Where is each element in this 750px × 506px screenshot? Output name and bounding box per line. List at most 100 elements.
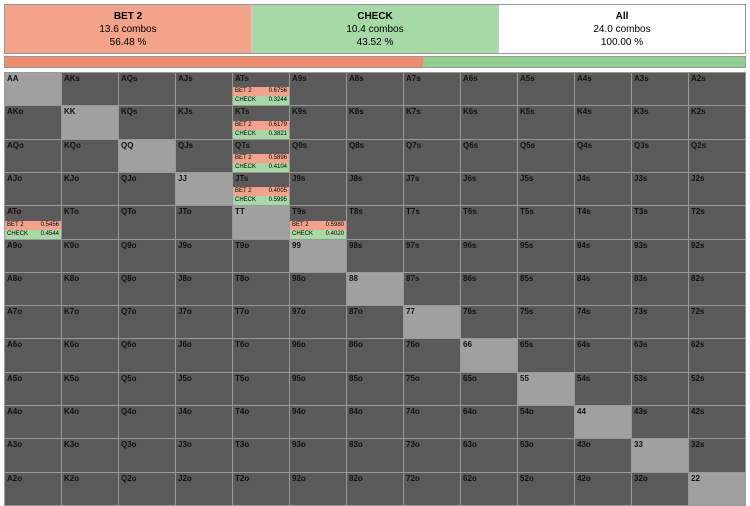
hand-cell-76o[interactable]: 76o	[404, 339, 460, 371]
hand-cell-95o[interactable]: 95o	[290, 373, 346, 405]
hand-cell-82o[interactable]: 82o	[347, 473, 403, 505]
hand-cell-73s[interactable]: 73s	[632, 306, 688, 338]
hand-cell-97o[interactable]: 97o	[290, 306, 346, 338]
hand-cell-52s[interactable]: 52s	[689, 373, 745, 405]
hand-cell-65s[interactable]: 65s	[518, 339, 574, 371]
hand-cell-A7o[interactable]: A7o	[5, 306, 61, 338]
hand-cell-T6o[interactable]: T6o	[233, 339, 289, 371]
hand-cell-54o[interactable]: 54o	[518, 406, 574, 438]
hand-cell-T5o[interactable]: T5o	[233, 373, 289, 405]
hand-cell-J9s[interactable]: J9s	[290, 173, 346, 205]
hand-cell-J5o[interactable]: J5o	[176, 373, 232, 405]
hand-cell-77[interactable]: 77	[404, 306, 460, 338]
hand-cell-99[interactable]: 99	[290, 240, 346, 272]
hand-cell-Q4o[interactable]: Q4o	[119, 406, 175, 438]
hand-cell-A9s[interactable]: A9s	[290, 73, 346, 105]
hand-cell-KJs[interactable]: KJs	[176, 106, 232, 138]
hand-cell-A4s[interactable]: A4s	[575, 73, 631, 105]
hand-grid[interactable]: AAAKsAQsAJsATsBET 20.6756CHECK0.3244A9sA…	[4, 72, 746, 506]
hand-cell-96o[interactable]: 96o	[290, 339, 346, 371]
hand-cell-J9o[interactable]: J9o	[176, 240, 232, 272]
hand-cell-98s[interactable]: 98s	[347, 240, 403, 272]
hand-cell-84s[interactable]: 84s	[575, 273, 631, 305]
hand-cell-AA[interactable]: AA	[5, 73, 61, 105]
hand-cell-J4s[interactable]: J4s	[575, 173, 631, 205]
hand-cell-93o[interactable]: 93o	[290, 439, 346, 471]
hand-cell-53o[interactable]: 53o	[518, 439, 574, 471]
hand-cell-K3o[interactable]: K3o	[62, 439, 118, 471]
hand-cell-63o[interactable]: 63o	[461, 439, 517, 471]
hand-cell-52o[interactable]: 52o	[518, 473, 574, 505]
hand-cell-87s[interactable]: 87s	[404, 273, 460, 305]
hand-cell-64o[interactable]: 64o	[461, 406, 517, 438]
hand-cell-A5o[interactable]: A5o	[5, 373, 61, 405]
hand-cell-94o[interactable]: 94o	[290, 406, 346, 438]
hand-cell-82s[interactable]: 82s	[689, 273, 745, 305]
hand-cell-93s[interactable]: 93s	[632, 240, 688, 272]
hand-cell-K3s[interactable]: K3s	[632, 106, 688, 138]
hand-cell-64s[interactable]: 64s	[575, 339, 631, 371]
hand-cell-T7o[interactable]: T7o	[233, 306, 289, 338]
hand-cell-QJo[interactable]: QJo	[119, 173, 175, 205]
hand-cell-J8o[interactable]: J8o	[176, 273, 232, 305]
hand-cell-J6o[interactable]: J6o	[176, 339, 232, 371]
hand-cell-33[interactable]: 33	[632, 439, 688, 471]
hand-cell-Q7o[interactable]: Q7o	[119, 306, 175, 338]
hand-cell-AQs[interactable]: AQs	[119, 73, 175, 105]
hand-cell-74o[interactable]: 74o	[404, 406, 460, 438]
hand-cell-62s[interactable]: 62s	[689, 339, 745, 371]
hand-cell-J3s[interactable]: J3s	[632, 173, 688, 205]
hand-cell-ATo[interactable]: AToBET 20.5456CHECK0.4544	[5, 206, 61, 238]
hand-cell-T3o[interactable]: T3o	[233, 439, 289, 471]
hand-cell-JTo[interactable]: JTo	[176, 206, 232, 238]
hand-cell-A7s[interactable]: A7s	[404, 73, 460, 105]
hand-cell-74s[interactable]: 74s	[575, 306, 631, 338]
hand-cell-J7o[interactable]: J7o	[176, 306, 232, 338]
hand-cell-K4s[interactable]: K4s	[575, 106, 631, 138]
hand-cell-K8o[interactable]: K8o	[62, 273, 118, 305]
hand-cell-86s[interactable]: 86s	[461, 273, 517, 305]
hand-cell-K9s[interactable]: K9s	[290, 106, 346, 138]
hand-cell-98o[interactable]: 98o	[290, 273, 346, 305]
hand-cell-95s[interactable]: 95s	[518, 240, 574, 272]
hand-cell-83o[interactable]: 83o	[347, 439, 403, 471]
hand-cell-55[interactable]: 55	[518, 373, 574, 405]
hand-cell-65o[interactable]: 65o	[461, 373, 517, 405]
hand-cell-KK[interactable]: KK	[62, 106, 118, 138]
hand-cell-Q3o[interactable]: Q3o	[119, 439, 175, 471]
hand-cell-A5s[interactable]: A5s	[518, 73, 574, 105]
hand-cell-TT[interactable]: TT	[233, 206, 289, 238]
hand-cell-A8o[interactable]: A8o	[5, 273, 61, 305]
hand-cell-T8o[interactable]: T8o	[233, 273, 289, 305]
hand-cell-K4o[interactable]: K4o	[62, 406, 118, 438]
hand-cell-87o[interactable]: 87o	[347, 306, 403, 338]
hand-cell-JTs[interactable]: JTsBET 20.4005CHECK0.5995	[233, 173, 289, 205]
hand-cell-AKo[interactable]: AKo	[5, 106, 61, 138]
hand-cell-A2s[interactable]: A2s	[689, 73, 745, 105]
summary-check[interactable]: CHECK 10.4 combos 43.52 %	[252, 5, 499, 53]
hand-cell-Q9s[interactable]: Q9s	[290, 140, 346, 172]
hand-cell-T9s[interactable]: T9sBET 20.5980CHECK0.4020	[290, 206, 346, 238]
hand-cell-K5s[interactable]: K5s	[518, 106, 574, 138]
hand-cell-75s[interactable]: 75s	[518, 306, 574, 338]
hand-cell-44[interactable]: 44	[575, 406, 631, 438]
hand-cell-62o[interactable]: 62o	[461, 473, 517, 505]
hand-cell-KTs[interactable]: KTsBET 20.6179CHECK0.3821	[233, 106, 289, 138]
hand-cell-K2o[interactable]: K2o	[62, 473, 118, 505]
hand-cell-A6o[interactable]: A6o	[5, 339, 61, 371]
hand-cell-Q3s[interactable]: Q3s	[632, 140, 688, 172]
hand-cell-92s[interactable]: 92s	[689, 240, 745, 272]
hand-cell-63s[interactable]: 63s	[632, 339, 688, 371]
hand-cell-97s[interactable]: 97s	[404, 240, 460, 272]
hand-cell-T5s[interactable]: T5s	[518, 206, 574, 238]
hand-cell-94s[interactable]: 94s	[575, 240, 631, 272]
hand-cell-AQo[interactable]: AQo	[5, 140, 61, 172]
hand-cell-T6s[interactable]: T6s	[461, 206, 517, 238]
hand-cell-A6s[interactable]: A6s	[461, 73, 517, 105]
hand-cell-32s[interactable]: 32s	[689, 439, 745, 471]
hand-cell-J2o[interactable]: J2o	[176, 473, 232, 505]
hand-cell-K7o[interactable]: K7o	[62, 306, 118, 338]
hand-cell-KQs[interactable]: KQs	[119, 106, 175, 138]
hand-cell-AJs[interactable]: AJs	[176, 73, 232, 105]
hand-cell-43s[interactable]: 43s	[632, 406, 688, 438]
